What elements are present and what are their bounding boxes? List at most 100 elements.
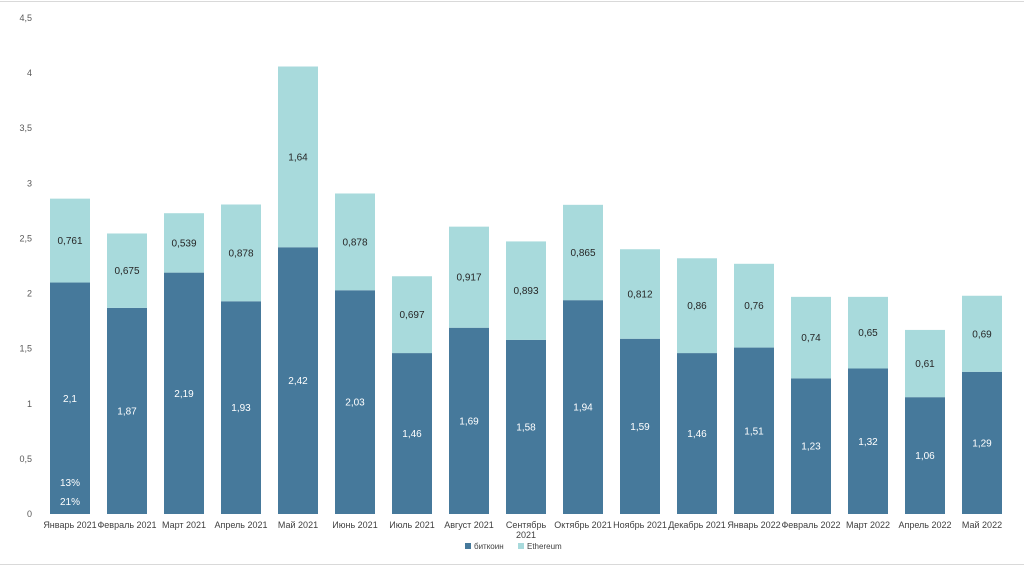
bar-ethereum: [107, 233, 147, 308]
data-label-ethereum: 0,86: [687, 301, 707, 312]
bar-bitcoin: [449, 327, 489, 514]
x-tick-label: Июнь 2021: [332, 520, 377, 530]
bar-ethereum: [278, 66, 318, 248]
data-label-bitcoin: 1,94: [573, 403, 593, 414]
data-label-bitcoin: 1,69: [459, 416, 479, 427]
bar-ethereum: [563, 204, 603, 301]
x-tick-label: Май 2022: [962, 520, 1002, 530]
data-label-bitcoin: 1,46: [402, 429, 422, 440]
x-tick-label: Май 2021: [278, 520, 318, 530]
bar-bitcoin: [278, 247, 318, 515]
x-tick-label: Февраль 2022: [781, 520, 840, 530]
bar-bitcoin: [107, 307, 147, 514]
data-label-ethereum: 0,878: [228, 248, 253, 259]
data-label-bitcoin: 2,1: [63, 394, 77, 405]
bar-ethereum: [449, 226, 489, 328]
bar-ethereum: [221, 204, 261, 302]
bars-group: 2,1 0,761 1,87 0,675 2,19 0,539 1,93 0,878 2,42 1…: [50, 66, 1002, 515]
bar-bitcoin: [677, 353, 717, 514]
x-tick-label: Ноябрь 2021: [613, 520, 667, 530]
data-label-bitcoin: 1,29: [972, 438, 992, 449]
bar-bitcoin: [620, 338, 660, 514]
data-label-ethereum: 1,64: [288, 152, 308, 163]
bar-bitcoin: [848, 368, 888, 514]
data-label-bitcoin: 1,51: [744, 426, 764, 437]
data-label-ethereum: 0,697: [399, 310, 424, 321]
bar-ethereum: [164, 213, 204, 273]
legend-swatch: [518, 543, 524, 549]
data-label-ethereum: 0,74: [801, 333, 821, 344]
x-tick-label: Март 2021: [162, 520, 206, 530]
x-tick-label: Март 2022: [846, 520, 890, 530]
legend: биткоин Ethereum: [465, 542, 562, 551]
bar-bitcoin: [221, 301, 261, 514]
bar-ethereum: [506, 241, 546, 340]
y-tick-label: 4: [27, 68, 32, 78]
y-axis: 0 0,5 1 1,5 2 2,5 3 3,5 4 4,5: [19, 13, 32, 519]
data-label-bitcoin: 1,58: [516, 422, 536, 433]
y-tick-label: 2,5: [19, 233, 32, 243]
data-label-ethereum: 0,761: [57, 236, 82, 247]
data-label-bitcoin: 1,32: [858, 437, 878, 448]
y-tick-label: 4,5: [19, 13, 32, 23]
bar-bitcoin: [734, 347, 774, 514]
x-tick-label: Июль 2021: [389, 520, 434, 530]
data-label-ethereum: 0,878: [342, 237, 367, 248]
data-label-ethereum: 0,675: [114, 266, 139, 277]
bar-ethereum: [677, 258, 717, 354]
y-tick-label: 0: [27, 509, 32, 519]
bar-ethereum: [791, 296, 831, 379]
bar-ethereum: [620, 249, 660, 339]
data-label-bitcoin: 1,87: [117, 406, 137, 417]
bar-ethereum: [734, 263, 774, 348]
y-tick-label: 3: [27, 178, 32, 188]
bar-bitcoin: [392, 353, 432, 514]
y-tick-label: 1,5: [19, 344, 32, 354]
x-tick-label: Сентябрь 2021: [506, 520, 547, 540]
data-label-bitcoin: 1,23: [801, 442, 821, 453]
x-tick-label: Январь 2022: [727, 520, 780, 530]
data-label-ethereum: 0,61: [915, 359, 935, 370]
x-tick-label: Декабрь 2021: [668, 520, 726, 530]
bar-bitcoin: [563, 300, 603, 514]
x-axis: Январь 2021 Февраль 2021 Март 2021 Апрель 2…: [43, 520, 1002, 540]
data-label-bitcoin: 1,93: [231, 403, 251, 414]
bar-ethereum: [50, 198, 90, 283]
y-tick-label: 3,5: [19, 123, 32, 133]
data-label-bitcoin: 1,46: [687, 429, 707, 440]
data-label-ethereum: 0,65: [858, 328, 878, 339]
legend-swatch: [465, 543, 471, 549]
bar-bitcoin: [962, 371, 1002, 514]
bar-ethereum: [962, 295, 1002, 372]
bar-bitcoin: [164, 272, 204, 514]
y-tick-label: 2: [27, 289, 32, 299]
data-label-ethereum: 0,539: [171, 238, 196, 249]
data-label-ethereum: 0,865: [570, 248, 595, 259]
annotation-label: 13%: [60, 478, 80, 489]
x-tick-label: Октябрь 2021: [554, 520, 611, 530]
data-label-ethereum: 0,76: [744, 301, 764, 312]
y-tick-label: 1: [27, 399, 32, 409]
data-label-bitcoin: 2,19: [174, 389, 194, 400]
bar-bitcoin: [791, 378, 831, 514]
x-tick-label: Апрель 2022: [898, 520, 951, 530]
data-label-ethereum: 0,893: [513, 286, 538, 297]
legend-label: биткоин: [474, 542, 504, 551]
x-tick-label: Февраль 2021: [97, 520, 156, 530]
x-tick-label: Август 2021: [444, 520, 494, 530]
data-label-ethereum: 0,69: [972, 329, 992, 340]
bar-ethereum: [335, 193, 375, 291]
x-tick-label: Апрель 2021: [214, 520, 267, 530]
bar-bitcoin: [335, 290, 375, 514]
bar-bitcoin: [50, 282, 90, 514]
data-label-ethereum: 0,917: [456, 273, 481, 284]
data-label-bitcoin: 2,03: [345, 398, 365, 409]
legend-label: Ethereum: [527, 542, 562, 551]
x-tick-label: Январь 2021: [43, 520, 96, 530]
y-tick-label: 0,5: [19, 454, 32, 464]
bar-bitcoin: [905, 397, 945, 514]
data-label-bitcoin: 1,06: [915, 451, 935, 462]
data-label-ethereum: 0,812: [627, 289, 652, 300]
bar-ethereum: [905, 329, 945, 398]
